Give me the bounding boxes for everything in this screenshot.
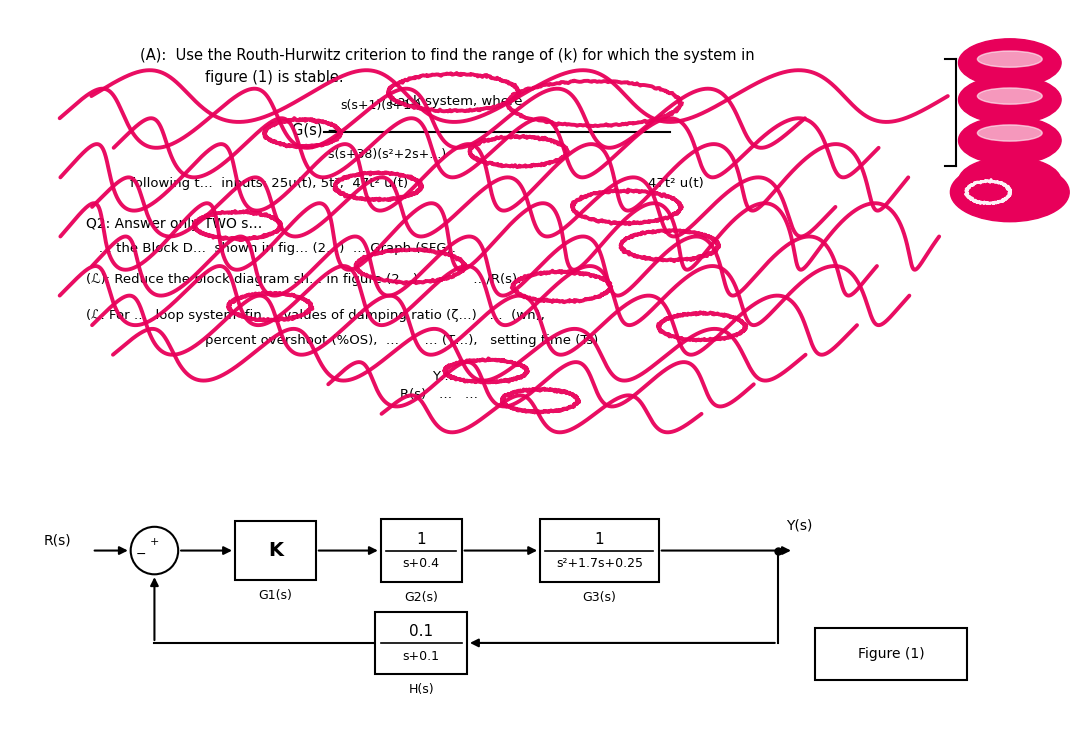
Text: G2(s): G2(s): [404, 591, 438, 604]
Ellipse shape: [959, 38, 1062, 87]
Ellipse shape: [977, 51, 1042, 67]
Text: following t…  inputs: 25u(t), 5t²,  47t² u(t): following t… inputs: 25u(t), 5t², 47t² u…: [130, 177, 408, 191]
FancyBboxPatch shape: [235, 521, 316, 580]
Text: G1(s): G1(s): [258, 589, 293, 602]
Ellipse shape: [977, 88, 1042, 104]
Ellipse shape: [959, 116, 1062, 164]
Text: +: +: [150, 537, 159, 547]
Text: Y(s): Y(s): [786, 518, 812, 532]
Ellipse shape: [977, 125, 1042, 141]
Text: 0.1: 0.1: [409, 624, 433, 639]
Text: … the Block D…  shown in fig… (2…)  … Graph (SFG).: … the Block D… shown in fig… (2…) … Grap…: [86, 242, 456, 256]
Text: Y…: Y…: [432, 370, 454, 383]
Text: G3(s): G3(s): [582, 591, 617, 604]
Text: −: −: [136, 548, 147, 561]
Text: figure (1) is stable.: figure (1) is stable.: [205, 70, 343, 85]
Text: (ℒ. For …  loop system  fin…  values of damping ratio (ζ…)   …  (wn),: (ℒ. For … loop system fin… values of dam…: [86, 309, 545, 322]
Text: back system, where: back system, where: [389, 95, 523, 108]
Text: s(s+1)(s+1²): s(s+1)(s+1²): [340, 99, 421, 112]
Text: K: K: [268, 541, 283, 560]
Text: 1: 1: [595, 532, 604, 547]
FancyBboxPatch shape: [540, 519, 659, 582]
Text: s²+1.7s+0.25: s²+1.7s+0.25: [556, 557, 643, 571]
Text: s+0.4: s+0.4: [403, 557, 440, 571]
Text: 1: 1: [417, 532, 426, 547]
Text: s(s+38)(s²+2s+...): s(s+38)(s²+2s+...): [292, 148, 446, 161]
Text: (A):  Use the Routh-Hurwitz criterion to find the range of (k) for which the sys: (A): Use the Routh-Hurwitz criterion to …: [140, 48, 755, 63]
Text: R(s): R(s): [43, 534, 71, 548]
Ellipse shape: [959, 157, 1062, 205]
FancyBboxPatch shape: [381, 519, 462, 582]
FancyBboxPatch shape: [376, 612, 468, 674]
Text: percent overshoot (%OS),  …      … (T…),   setting time (Ts): percent overshoot (%OS), … … (T…), setti…: [205, 334, 598, 347]
Text: s+0.1: s+0.1: [403, 650, 440, 663]
Text: R(s)   …   …: R(s) … …: [400, 388, 477, 401]
FancyBboxPatch shape: [815, 628, 967, 680]
Text: (ℒ): Reduce the block diagram sh… in figure (2…)             …/R(s).: (ℒ): Reduce the block diagram sh… in fig…: [86, 273, 522, 287]
Text: 47t² u(t): 47t² u(t): [648, 177, 704, 191]
Text: H(s): H(s): [408, 683, 434, 696]
Ellipse shape: [950, 163, 1069, 222]
Ellipse shape: [959, 75, 1062, 124]
Text: G(s) −: G(s) −: [292, 123, 339, 137]
Text: Q2: Answer only TWO s…: Q2: Answer only TWO s…: [86, 217, 262, 231]
Text: Figure (1): Figure (1): [858, 647, 924, 661]
